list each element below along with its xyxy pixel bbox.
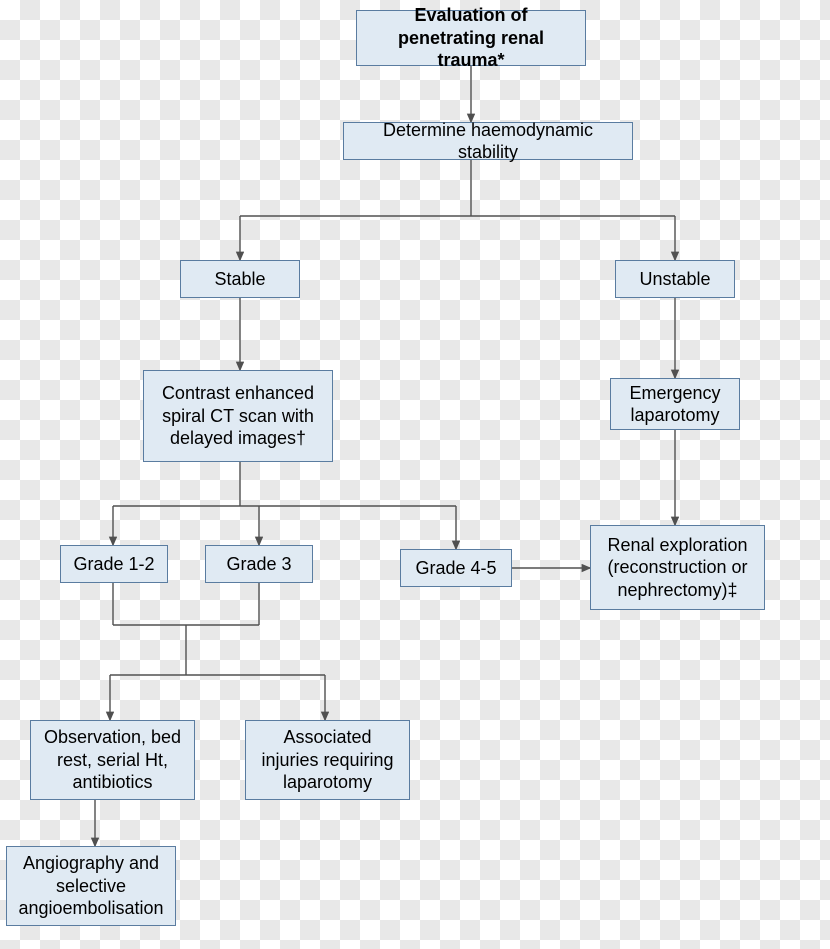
node-stable: Stable xyxy=(180,260,300,298)
node-ct: Contrast enhanced spiral CT scan with de… xyxy=(143,370,333,462)
node-label: Stable xyxy=(214,268,265,291)
node-assoc: Associated injuries requiring laparotomy xyxy=(245,720,410,800)
node-label: Unstable xyxy=(639,268,710,291)
node-observation: Observation, bed rest, serial Ht, antibi… xyxy=(30,720,195,800)
node-label: Grade 1-2 xyxy=(73,553,154,576)
node-g3: Grade 3 xyxy=(205,545,313,583)
node-label: Associated injuries requiring laparotomy xyxy=(256,726,399,794)
node-g12: Grade 1-2 xyxy=(60,545,168,583)
node-label: Evaluation of penetrating renal trauma* xyxy=(367,4,575,72)
node-label: Grade 3 xyxy=(226,553,291,576)
node-g45: Grade 4-5 xyxy=(400,549,512,587)
node-label: Determine haemodynamic stability xyxy=(354,119,622,164)
node-determine: Determine haemodynamic stability xyxy=(343,122,633,160)
node-root: Evaluation of penetrating renal trauma* xyxy=(356,10,586,66)
node-label: Renal exploration (reconstruction or nep… xyxy=(601,534,754,602)
node-renalexp: Renal exploration (reconstruction or nep… xyxy=(590,525,765,610)
node-label: Observation, bed rest, serial Ht, antibi… xyxy=(41,726,184,794)
node-label: Angiography and selective angioembolisat… xyxy=(17,852,165,920)
node-unstable: Unstable xyxy=(615,260,735,298)
node-label: Emergency laparotomy xyxy=(621,382,729,427)
node-label: Contrast enhanced spiral CT scan with de… xyxy=(154,382,322,450)
node-angio: Angiography and selective angioembolisat… xyxy=(6,846,176,926)
node-label: Grade 4-5 xyxy=(415,557,496,580)
node-laparotomy: Emergency laparotomy xyxy=(610,378,740,430)
